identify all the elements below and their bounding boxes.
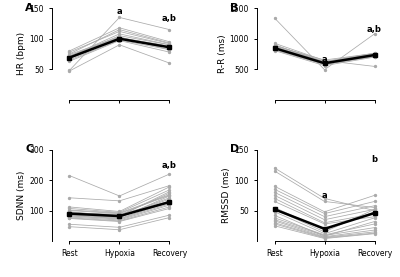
Y-axis label: RMSSD (ms): RMSSD (ms) (222, 168, 232, 223)
Text: B: B (230, 3, 238, 13)
Y-axis label: SDNN (ms): SDNN (ms) (17, 171, 26, 220)
Text: a,b: a,b (162, 160, 177, 170)
Text: a,b: a,b (162, 14, 177, 23)
Text: b: b (372, 155, 378, 164)
Text: a,b: a,b (367, 25, 382, 34)
Text: a: a (322, 191, 327, 200)
Text: A: A (25, 3, 34, 13)
Text: a: a (322, 55, 327, 64)
Text: D: D (230, 144, 239, 154)
Y-axis label: HR (bpm): HR (bpm) (17, 32, 26, 76)
Text: C: C (25, 144, 33, 154)
Text: a: a (117, 7, 122, 16)
Y-axis label: R-R (ms): R-R (ms) (218, 35, 226, 73)
